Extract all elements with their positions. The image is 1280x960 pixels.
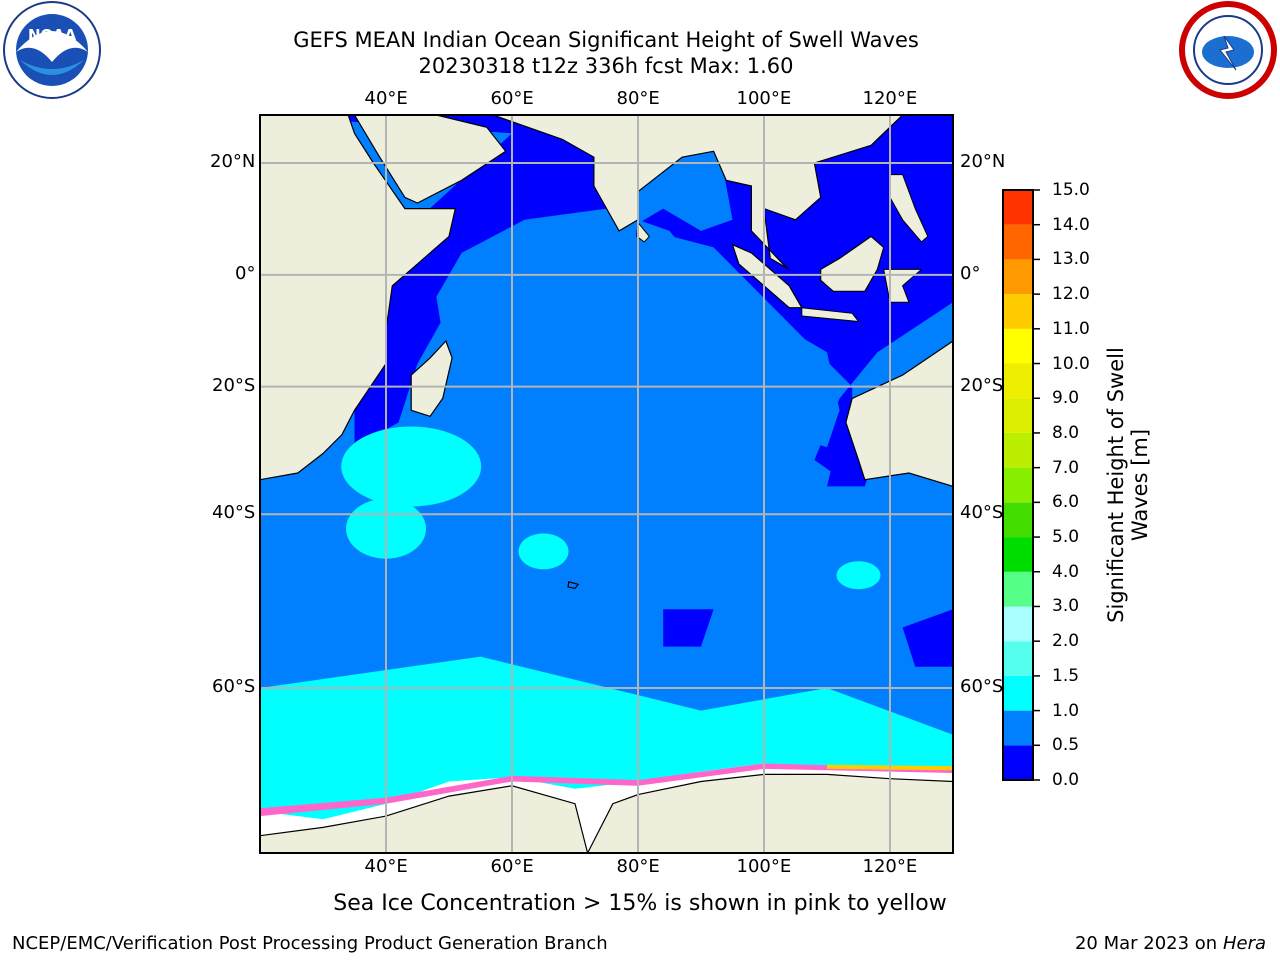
colorbar-tick-label: 4.0 [1052, 561, 1080, 582]
low-swell-south-patch [663, 609, 714, 647]
lat-label-left: 40°S [212, 502, 256, 524]
lon-label-bottom: 60°E [490, 856, 534, 877]
colorbar-title-line1: Significant Height of Swell [1104, 347, 1128, 623]
colorbar-segment [1003, 537, 1033, 572]
lat-label-right: 40°S [960, 502, 1004, 524]
colorbar-segment [1003, 675, 1033, 711]
madagascar-land [410, 339, 453, 418]
colorbar-segment [1003, 710, 1033, 746]
swell-patch-sw [341, 426, 482, 507]
colorbar-segment [1003, 259, 1033, 295]
colorbar-tick-label: 8.0 [1052, 422, 1080, 443]
sulawesi-land [883, 268, 923, 303]
colorbar-tick-label: 3.0 [1052, 596, 1080, 617]
machine-name: Hera [1222, 933, 1266, 954]
colorbar-tick-label: 7.0 [1052, 457, 1080, 478]
colorbar-title-line2: Waves [m] [1128, 428, 1152, 542]
date-stamp: 20 Mar 2023 on Hera [1075, 933, 1266, 954]
colorbar-tick-label: 0.0 [1052, 770, 1080, 790]
noaa-logo-text: NOAA [28, 26, 77, 44]
philippines-land [889, 174, 929, 243]
colorbar-tick-label: 6.0 [1052, 492, 1080, 513]
lat-label-left: 60°S [212, 676, 256, 698]
colorbar-segment [1003, 467, 1033, 503]
colorbar-tick-label: 1.5 [1052, 665, 1080, 686]
lon-label-top: 80°E [616, 88, 660, 109]
graticule [260, 115, 953, 853]
antarctica-east [586, 773, 953, 853]
lon-label-top: 120°E [862, 88, 918, 109]
lon-label-top: 40°E [364, 88, 408, 109]
colorbar-segment [1003, 398, 1033, 433]
colorbar-segment [1003, 363, 1033, 399]
arabia-land [353, 115, 507, 204]
sea-ice-note: Sea Ice Concentration > 15% is shown in … [333, 891, 947, 916]
map-layers [260, 115, 953, 853]
java-land [801, 307, 860, 323]
lat-label-right: 20°N [960, 151, 1006, 172]
lon-label-bottom: 40°E [364, 856, 408, 877]
sumatra-land [731, 243, 803, 309]
noaa-logo: NOAA [3, 1, 101, 99]
colorbar-segment [1003, 571, 1033, 607]
borneo-land [820, 235, 885, 292]
lat-label-right: 20°S [960, 374, 1004, 396]
colorbar-tick-label: 11.0 [1052, 318, 1090, 339]
lat-label-left: 20°S [212, 374, 256, 396]
colorbar-tick-label: 13.0 [1052, 249, 1090, 270]
chart-title: GEFS MEAN Indian Ocean Significant Heigh… [293, 28, 919, 52]
colorbar-segment [1003, 224, 1033, 260]
lat-label-right: 60°S [960, 676, 1004, 698]
kerguelen-outline [567, 581, 580, 590]
swell-patch-mid [518, 533, 569, 570]
map-frame [259, 114, 954, 854]
colorbar-segment [1003, 432, 1033, 468]
colorbar-segment [1003, 328, 1033, 364]
colorbar-tick-label: 5.0 [1052, 527, 1080, 548]
colorbar-tick-label: 10.0 [1052, 353, 1090, 374]
lon-label-bottom: 120°E [862, 856, 918, 877]
lon-label-top: 60°E [490, 88, 534, 109]
colorbar-segment [1003, 190, 1033, 225]
credit-text: NCEP/EMC/Verification Post Processing Pr… [12, 933, 608, 954]
lon-label-top: 100°E [736, 88, 792, 109]
colorbar-tick-label: 0.5 [1052, 735, 1080, 756]
colorbar-tick-label: 15.0 [1052, 180, 1090, 200]
colorbar-segment [1003, 502, 1033, 538]
africa-land [260, 115, 457, 481]
colorbar-tick-label: 2.0 [1052, 631, 1080, 652]
swell-patch-east [836, 561, 881, 590]
colorbar-segment [1003, 745, 1033, 781]
australia-land [845, 340, 953, 488]
asia-land [492, 115, 904, 270]
antarctica-west [260, 785, 589, 853]
date-text: 20 Mar 2023 on [1074, 933, 1218, 954]
swell-band-southern [260, 656, 953, 820]
colorbar-tick-label: 1.0 [1052, 700, 1080, 721]
colorbar-tick-label: 9.0 [1052, 388, 1080, 409]
colorbar-tick-label: 14.0 [1052, 214, 1090, 235]
low-swell-southeast-patch [902, 609, 953, 667]
lat-label-left: 20°N [210, 151, 256, 172]
nws-logo [1179, 1, 1277, 99]
colorbar-tick-label: 12.0 [1052, 284, 1090, 305]
colorbar-segment [1003, 641, 1033, 676]
lat-label-right: 0° [960, 262, 981, 284]
colorbar-segment [1003, 294, 1033, 329]
chart-subtitle: 20230318 t12z 336h fcst Max: 1.60 [418, 54, 794, 78]
lon-label-bottom: 80°E [616, 856, 660, 877]
colorbar-segment [1003, 606, 1033, 642]
lon-label-bottom: 100°E [736, 856, 792, 877]
lat-label-left: 0° [235, 262, 256, 284]
colorbar-frame [1002, 189, 1034, 781]
colorbar-title: Significant Height of Swell Waves [m] [1104, 305, 1152, 665]
